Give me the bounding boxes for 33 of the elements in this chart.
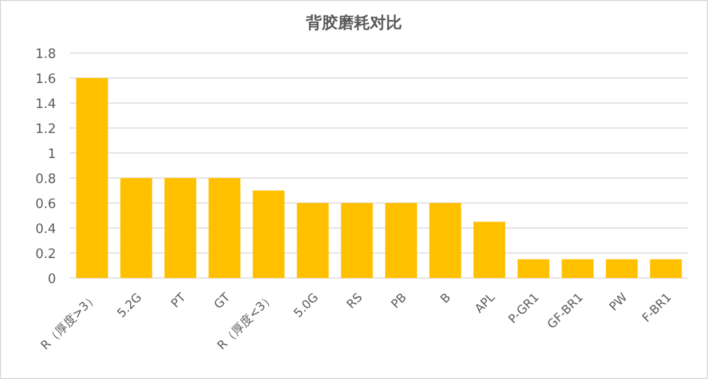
y-tick-label: 0.8 [35,172,56,187]
bar [164,178,196,278]
bar [518,259,550,278]
x-tick-label: PT [168,290,189,310]
bar [562,259,594,278]
bar [341,203,373,278]
x-tick-label: B [438,290,454,306]
x-tick-label: PB [388,290,410,312]
y-tick-label: 1 [48,147,56,162]
x-tick-label: APL [472,290,498,316]
x-tick-label: R（厚度>3） [38,290,100,352]
bar [606,259,638,278]
bar [296,203,329,278]
bar [429,203,462,278]
y-tick-label: 0 [48,272,56,287]
bar [76,78,108,278]
y-tick-label: 0.4 [35,222,56,237]
y-tick-label: 1.4 [35,97,56,112]
chart-title: 背胶磨耗对比 [305,13,402,32]
y-tick-label: 0.6 [35,197,56,212]
bar [120,178,152,278]
x-tick-label: RS [344,290,366,312]
bar [252,190,285,278]
bar [385,203,417,278]
y-tick-label: 1.8 [35,47,56,62]
bar [208,178,240,278]
y-tick-label: 1.2 [35,122,56,137]
x-tick-label: GT [211,290,234,312]
y-tick-label: 0.2 [35,247,56,262]
bar [650,259,682,278]
y-tick-label: 1.6 [35,72,56,87]
bar [473,222,506,278]
x-tick-label: PW [606,290,630,314]
